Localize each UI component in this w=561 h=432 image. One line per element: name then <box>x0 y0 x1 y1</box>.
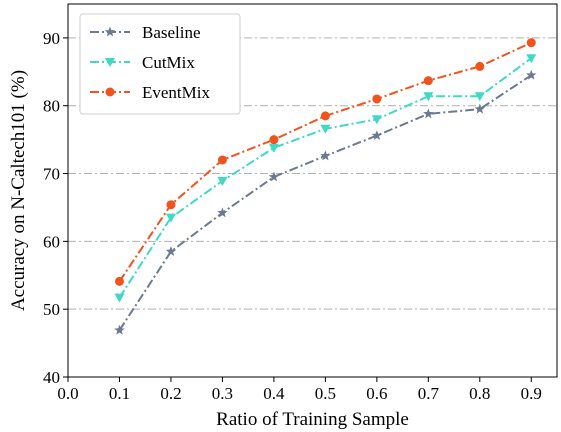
legend: Baseline CutMix EventMix <box>79 13 241 115</box>
legend-item-eventmix: EventMix <box>90 83 210 102</box>
data-point-eventmix-0.5 <box>320 111 330 121</box>
y-axis-label: Accuracy on N-Caltech101 (%) <box>8 70 29 311</box>
data-point-eventmix-0.8 <box>475 61 485 71</box>
y-tick-label-50: 50 <box>43 300 60 319</box>
series-layer <box>114 38 537 335</box>
data-point-cutmix-0.4 <box>268 143 279 153</box>
x-tick-label-0.4: 0.4 <box>263 384 285 403</box>
data-point-baseline-0.4 <box>268 171 280 182</box>
x-tick-label-0.3: 0.3 <box>212 384 233 403</box>
data-point-eventmix-0.6 <box>372 94 382 104</box>
data-point-baseline-0.7 <box>423 108 434 119</box>
data-point-baseline-0.9 <box>526 69 537 80</box>
series-cutmix <box>114 54 537 303</box>
data-point-cutmix-0.7 <box>423 92 434 102</box>
data-point-cutmix-0.3 <box>217 177 228 187</box>
legend-label-baseline: Baseline <box>142 23 201 42</box>
data-point-cutmix-0.6 <box>371 115 382 125</box>
plot-frame <box>67 3 558 378</box>
legend-item-cutmix: CutMix <box>90 53 195 72</box>
x-axis-label: Ratio of Training Sample <box>216 409 409 430</box>
data-point-baseline-0.6 <box>371 130 383 141</box>
data-point-baseline-0.1 <box>114 324 125 335</box>
data-point-baseline-0.8 <box>474 103 486 114</box>
legend-label-cutmix: CutMix <box>142 53 195 72</box>
y-tick-label-40: 40 <box>43 368 60 387</box>
series-eventmix <box>114 38 536 286</box>
y-tick-label-60: 60 <box>43 232 60 251</box>
data-point-eventmix-0.1 <box>114 276 124 286</box>
data-point-baseline-0.5 <box>320 150 331 161</box>
legend-box <box>79 13 241 115</box>
x-tick-label-0.2: 0.2 <box>160 384 181 403</box>
x-tick-label-0.5: 0.5 <box>315 384 336 403</box>
x-tick-label-0.8: 0.8 <box>469 384 490 403</box>
series-baseline <box>114 69 537 335</box>
data-point-eventmix-0.3 <box>217 155 227 165</box>
y-tick-label-90: 90 <box>43 29 60 48</box>
data-point-cutmix-0.5 <box>320 124 331 134</box>
data-point-eventmix-0.2 <box>166 200 176 210</box>
data-point-cutmix-0.8 <box>474 92 485 102</box>
y-tick-label-70: 70 <box>43 165 60 184</box>
legend-item-baseline: Baseline <box>90 23 201 42</box>
data-point-eventmix-0.7 <box>423 76 433 86</box>
y-axis-ticks: 40 50 60 70 80 90 <box>43 29 68 387</box>
x-tick-label-0.7: 0.7 <box>418 384 440 403</box>
legend-marker-cutmix <box>105 58 115 67</box>
legend-marker-eventmix <box>105 87 115 97</box>
data-point-cutmix-0.1 <box>114 293 125 303</box>
legend-label-eventmix: EventMix <box>142 83 210 102</box>
x-tick-label-0.6: 0.6 <box>366 384 387 403</box>
y-tick-label-80: 80 <box>43 97 60 116</box>
data-point-baseline-0.2 <box>165 246 177 256</box>
data-point-cutmix-0.2 <box>165 213 176 223</box>
data-point-baseline-0.3 <box>217 207 228 218</box>
legend-marker-baseline <box>104 26 116 37</box>
x-axis-ticks: 0.0 0.1 0.2 0.3 0.4 0.5 0.6 0.7 0.8 0.9 <box>57 377 542 403</box>
data-point-eventmix-0.4 <box>269 135 279 145</box>
x-tick-label-0.0: 0.0 <box>57 384 78 403</box>
data-point-eventmix-0.9 <box>526 38 536 48</box>
x-tick-label-0.1: 0.1 <box>109 384 130 403</box>
data-point-cutmix-0.9 <box>526 54 537 64</box>
x-tick-label-0.9: 0.9 <box>521 384 542 403</box>
